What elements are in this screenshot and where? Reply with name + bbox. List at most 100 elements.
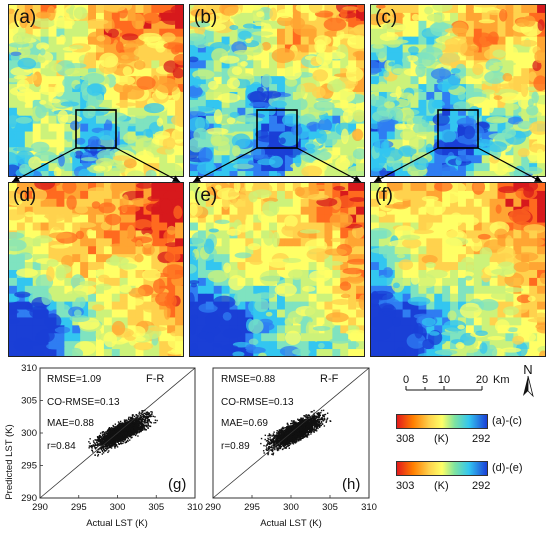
scatter-point [118,425,120,427]
scatter-point [126,429,128,431]
scatter-point [89,438,91,440]
scatter-point [319,425,321,427]
scatter-point [104,450,107,452]
scatter-point [121,433,123,436]
scatter-point [99,432,102,434]
scatter-point [145,421,148,424]
scatter-point [134,421,136,424]
scatter-point [135,425,138,427]
scatter-point [113,429,116,431]
scatter-point [278,445,280,448]
scatter-point [117,433,119,436]
scatter-point [316,423,318,426]
scatter-point [292,437,294,439]
scatter-point [283,447,285,449]
scatter-point [302,433,305,436]
scatter-point [148,420,150,422]
scatter-point [281,429,283,432]
scatter-point [101,445,103,448]
scatter-point [273,444,276,446]
scatter-point [135,416,138,419]
scatter-point [121,431,123,433]
scatter-point [295,424,298,427]
scatter-point [306,429,309,431]
scatter-point [118,434,120,436]
scatter-point [303,433,306,436]
scatter-point [272,433,275,435]
scatter-point [298,439,300,442]
scatter-point [137,419,140,421]
scatter-point [122,438,125,441]
scatter-point [103,442,105,444]
scatter-point [119,438,121,441]
scatter-point [118,428,120,430]
scatter-point [106,436,108,438]
scatter-point [125,437,127,439]
scatter-point [137,425,139,427]
scatter-point [311,429,313,431]
scatter-point [148,412,150,414]
scatter-point [293,420,295,422]
scatter-point [124,427,127,430]
scatter-point [321,423,324,425]
scatter-point [112,437,114,439]
scatter-point [102,435,104,438]
scatter-point [323,415,325,417]
scatter-point [110,445,113,447]
scatter-point [314,425,316,428]
scatter-point [307,428,309,431]
scatter-point [309,431,311,433]
scatter-point [135,430,138,432]
scatter-point [128,421,130,423]
scatter-point [116,440,118,442]
scatter-point [272,446,274,449]
stat-g-1: CO-RMSE=0.13 [47,397,120,408]
scatter-point [119,425,122,427]
scatter-point [315,428,317,430]
scatter-point [133,432,135,435]
scatter-point [311,429,313,432]
scatter-point [137,419,139,422]
scatter-point [131,423,133,425]
scatter-point [118,430,120,433]
scatter-point [96,441,98,443]
scatter-point [273,436,276,438]
scatter-point [288,426,291,429]
scatter-point [274,448,276,451]
scatter-point [303,429,305,431]
scatter-point [294,428,296,430]
scatter-point [300,424,302,427]
y-tick-label: 310 [21,363,37,374]
scatter-point [144,419,146,422]
scatter-point [317,427,319,430]
scatter-point [262,450,265,452]
scatter-plot-g: Predicted LST (K) 290 295 300 305 310 290 295… [0,362,203,533]
scatter-point [130,428,133,431]
scatter-point [309,424,311,426]
scatter-point [115,430,117,433]
scatter-point [135,420,137,422]
scatter-point [271,440,273,442]
scatter-point [109,446,112,449]
scatter-point [273,437,275,440]
x-tick-label: 290 [32,502,48,513]
scatter-point [97,448,100,451]
scatter-point [127,430,129,432]
scatter-point [286,445,288,448]
scatter-point [267,437,269,440]
scatter-point [295,441,298,443]
scatter-point [99,434,101,437]
scatter-point [260,437,263,440]
scatter-point [124,441,127,444]
scatter-point [303,433,305,435]
x-axis-title-g: Actual LST (K) [86,518,148,529]
scatter-point [318,424,320,427]
scatter-point [313,430,315,432]
scatter-point [154,421,157,424]
scatter-point [147,424,149,427]
scatter-point [140,423,142,426]
scatter-point [265,445,267,447]
scatter-point [139,430,141,432]
scatter-point [147,416,150,418]
scatter-point [140,429,142,432]
